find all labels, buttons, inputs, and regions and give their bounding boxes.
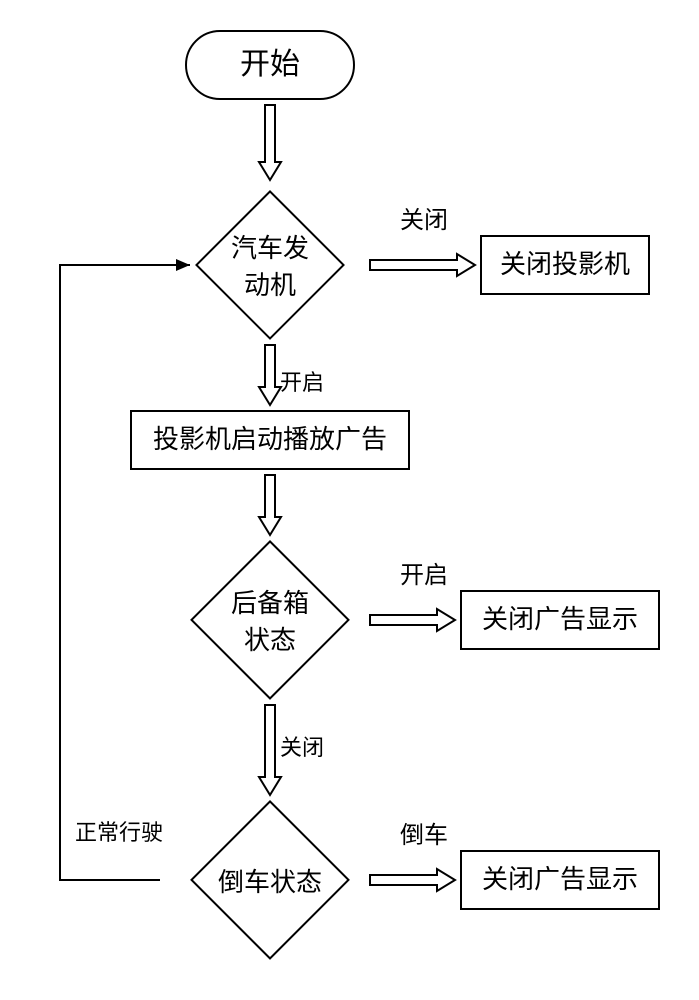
node-play_ad: 投影机启动播放广告	[130, 410, 410, 470]
edge-label-trunk_open: 开启	[400, 555, 448, 590]
node-label: 倒车状态	[190, 800, 350, 960]
edge-label-trunk_closed: 关闭	[280, 730, 324, 762]
node-close_proj: 关闭投影机	[480, 235, 650, 295]
edge-label-engine_on: 开启	[280, 365, 324, 397]
arrow	[370, 254, 475, 276]
arrow	[259, 705, 281, 795]
node-engine: 汽车发 动机	[195, 190, 345, 340]
arrow	[259, 345, 281, 405]
arrow	[370, 869, 455, 891]
node-close_ad_2: 关闭广告显示	[460, 850, 660, 910]
arrow	[259, 475, 281, 535]
edge-label-reversing: 倒车	[400, 815, 448, 850]
arrow	[259, 105, 281, 180]
node-reverse: 倒车状态	[190, 800, 350, 960]
node-label: 后备箱 状态	[190, 540, 350, 700]
edge-label-normal_drive: 正常行驶	[75, 815, 163, 847]
node-close_ad_1: 关闭广告显示	[460, 590, 660, 650]
feedback-line	[60, 265, 190, 880]
edge-label-engine_off: 关闭	[400, 200, 448, 235]
node-start: 开始	[185, 30, 355, 100]
feedback-arrowhead	[176, 259, 190, 271]
flowchart-canvas: 开始汽车发 动机投影机启动播放广告后备箱 状态倒车状态关闭投影机关闭广告显示关闭…	[0, 0, 699, 1000]
node-label: 汽车发 动机	[195, 190, 345, 340]
arrow	[370, 609, 455, 631]
node-trunk: 后备箱 状态	[190, 540, 350, 700]
